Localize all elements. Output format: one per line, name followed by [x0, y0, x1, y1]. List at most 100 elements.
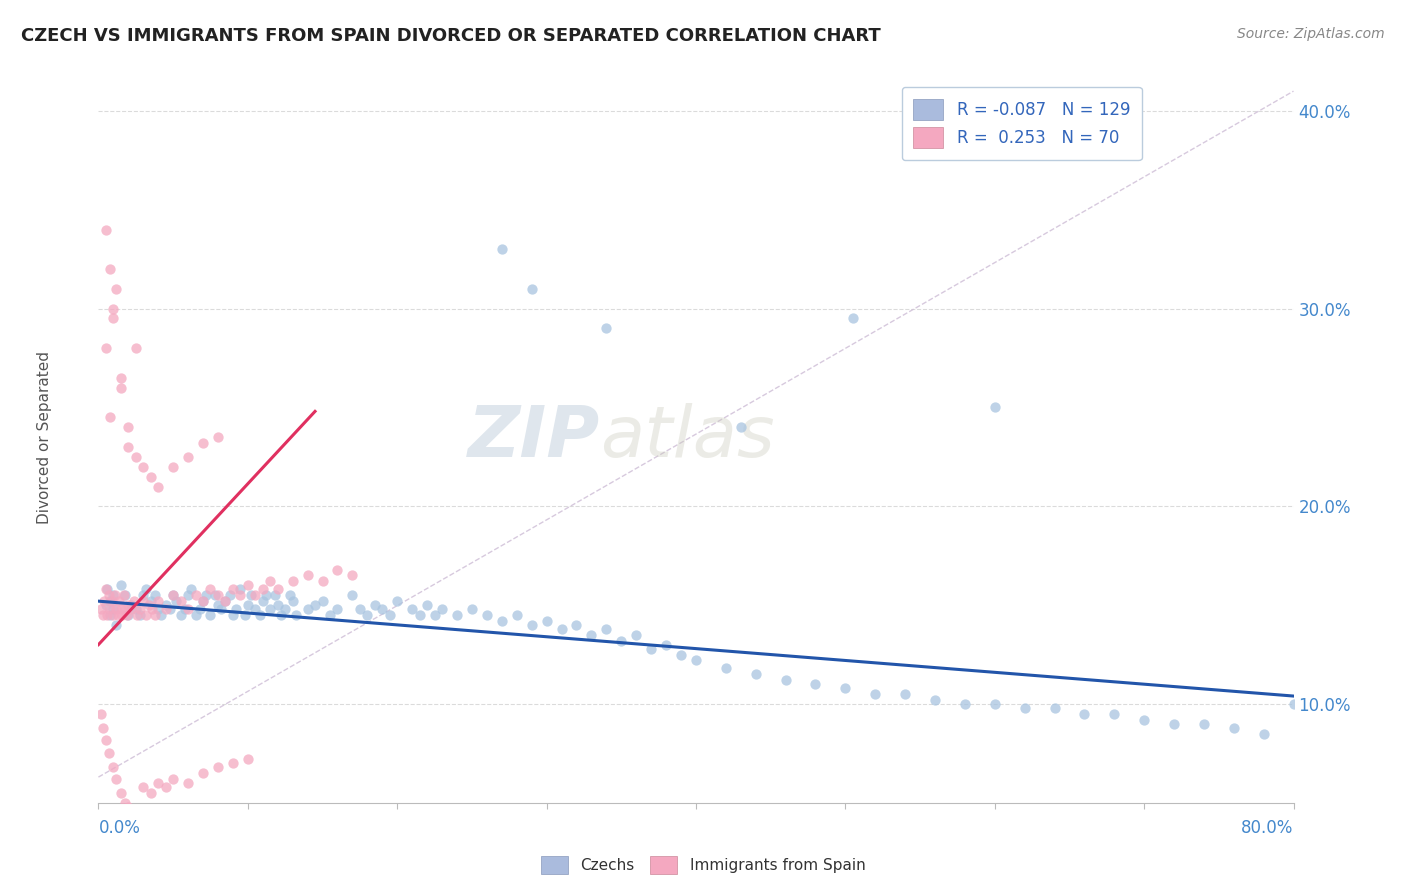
Point: [148, 594, 170, 608]
Point: [132, 594, 155, 608]
Point: [162, 588, 184, 602]
Point: [177, 776, 200, 790]
Point: [104, 588, 127, 602]
Point: [207, 430, 229, 444]
Point: [259, 602, 281, 616]
Point: [195, 588, 218, 602]
Point: [842, 311, 865, 326]
Point: [103, 311, 125, 326]
Point: [191, 766, 214, 780]
Point: [270, 607, 292, 622]
Point: [143, 607, 166, 622]
Point: [98, 410, 122, 425]
Point: [356, 607, 378, 622]
Point: [169, 594, 191, 608]
Point: [214, 594, 236, 608]
Point: [117, 799, 139, 814]
Point: [229, 588, 252, 602]
Point: [103, 760, 125, 774]
Point: [775, 673, 797, 688]
Point: [953, 697, 976, 711]
Point: [177, 602, 200, 616]
Point: [139, 594, 162, 608]
Point: [155, 602, 177, 616]
Point: [1104, 706, 1126, 721]
Point: [141, 602, 163, 616]
Point: [91, 721, 114, 735]
Point: [326, 602, 349, 616]
Point: [233, 607, 256, 622]
Point: [132, 780, 155, 794]
Point: [90, 706, 112, 721]
Point: [254, 588, 277, 602]
Point: [475, 607, 498, 622]
Point: [1282, 697, 1305, 711]
Point: [204, 588, 226, 602]
Point: [135, 582, 157, 597]
Point: [94, 222, 117, 236]
Point: [565, 618, 588, 632]
Point: [520, 618, 543, 632]
Point: [311, 594, 333, 608]
Point: [281, 574, 304, 589]
Point: [184, 607, 207, 622]
Point: [105, 282, 128, 296]
Point: [110, 381, 132, 395]
Point: [446, 607, 468, 622]
Point: [311, 574, 333, 589]
Point: [236, 598, 259, 612]
Point: [229, 582, 252, 597]
Point: [139, 786, 162, 800]
Point: [349, 602, 371, 616]
Point: [120, 598, 142, 612]
Point: [342, 568, 364, 582]
Point: [506, 607, 529, 622]
Point: [1043, 701, 1066, 715]
Point: [669, 648, 692, 662]
Point: [423, 607, 446, 622]
Point: [894, 687, 917, 701]
Point: [1192, 716, 1215, 731]
Point: [91, 607, 114, 622]
Point: [284, 607, 307, 622]
Point: [125, 805, 148, 820]
Text: 80.0%: 80.0%: [1241, 819, 1294, 837]
Point: [267, 598, 290, 612]
Point: [385, 594, 409, 608]
Point: [252, 582, 274, 597]
Point: [110, 371, 132, 385]
Point: [98, 602, 122, 616]
Point: [115, 607, 138, 622]
Point: [610, 633, 633, 648]
Point: [148, 776, 170, 790]
Point: [103, 607, 125, 622]
Point: [984, 697, 1007, 711]
Point: [491, 614, 513, 628]
Point: [174, 602, 197, 616]
Point: [111, 607, 134, 622]
Point: [177, 588, 200, 602]
Point: [595, 321, 617, 335]
Point: [159, 602, 181, 616]
Text: Divorced or Separated: Divorced or Separated: [37, 351, 52, 524]
Point: [865, 687, 887, 701]
Point: [1133, 713, 1156, 727]
Point: [745, 667, 768, 681]
Point: [184, 588, 207, 602]
Point: [209, 602, 232, 616]
Point: [297, 602, 319, 616]
Point: [98, 262, 122, 277]
Point: [191, 594, 214, 608]
Point: [281, 594, 304, 608]
Point: [98, 594, 122, 608]
Point: [225, 602, 247, 616]
Point: [491, 242, 513, 256]
Point: [114, 796, 136, 810]
Point: [207, 760, 229, 774]
Point: [461, 602, 484, 616]
Point: [371, 602, 394, 616]
Point: [408, 607, 430, 622]
Point: [117, 440, 139, 454]
Point: [97, 747, 120, 761]
Point: [103, 602, 125, 616]
